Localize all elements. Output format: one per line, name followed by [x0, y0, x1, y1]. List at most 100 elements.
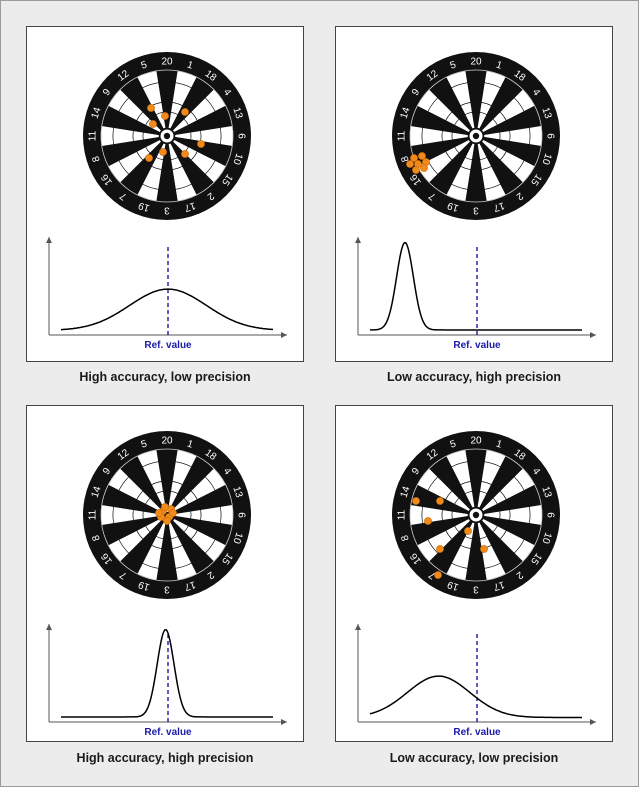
ref-value-label: Ref. value — [453, 727, 501, 738]
board-number: 8 — [90, 154, 102, 163]
dart-hit — [159, 148, 167, 156]
board-number: 1 — [186, 60, 195, 72]
board-segment-double — [156, 69, 178, 84]
board-number: 11 — [397, 509, 408, 520]
board-number: 5 — [140, 59, 149, 71]
board-number: 8 — [90, 533, 102, 542]
board-number: 20 — [161, 436, 173, 447]
board-number: 2 — [514, 190, 525, 202]
board-number: 2 — [205, 569, 216, 581]
y-axis-arrow — [46, 624, 52, 630]
x-axis-arrow — [590, 719, 596, 725]
board-wire-ring — [100, 69, 234, 203]
board-segment-double — [409, 504, 424, 526]
board-number: 19 — [446, 199, 460, 213]
distribution-plot — [46, 624, 287, 725]
board-number: 17 — [182, 199, 196, 213]
board-segment-double — [156, 567, 178, 582]
board-number: 20 — [470, 436, 482, 447]
board-number: 3 — [164, 584, 170, 595]
dart-hit — [169, 509, 177, 517]
board-number: 1 — [186, 439, 195, 451]
caption-low-accuracy-high-precision: Low accuracy, high precision — [386, 370, 562, 384]
dart-hit — [181, 108, 189, 116]
board-number: 13 — [539, 485, 553, 499]
dart-hits — [406, 152, 430, 174]
board-number: 13 — [230, 485, 244, 499]
board-wire-ring — [409, 69, 543, 203]
board-segment-inner-single — [464, 490, 476, 509]
dart-hit — [197, 140, 205, 148]
board-number: 20 — [470, 57, 482, 68]
board-number: 17 — [491, 578, 505, 592]
board-number: 20 — [161, 57, 173, 68]
board-segment-double — [156, 188, 178, 203]
board-number: 4 — [530, 87, 542, 98]
board-number: 3 — [164, 205, 170, 216]
board-number: 5 — [449, 438, 458, 450]
board-number: 19 — [137, 578, 151, 592]
distribution-curve — [61, 628, 273, 718]
dart-hit — [161, 112, 169, 120]
distribution-curve — [60, 288, 274, 331]
dart-hit — [480, 545, 488, 553]
board-segment-double — [100, 504, 115, 526]
board-number: 5 — [449, 59, 458, 71]
board-segment-double — [409, 125, 424, 147]
y-axis-arrow — [46, 237, 52, 243]
board-wire-ring — [100, 448, 234, 582]
dart-hit — [434, 571, 442, 579]
board-number: 13 — [539, 106, 553, 120]
board-wire-ring — [409, 448, 543, 582]
dart-hit — [436, 497, 444, 505]
board-number: 1 — [495, 60, 504, 72]
board-number: 7 — [427, 569, 438, 581]
board-number: 14 — [90, 485, 104, 499]
dart-hit — [147, 104, 155, 112]
x-axis-arrow — [590, 332, 596, 338]
dart-hit — [406, 160, 414, 168]
board-number: 7 — [427, 190, 438, 202]
board-segment-double — [465, 448, 487, 463]
board-number: 19 — [137, 199, 151, 213]
panel-low-accuracy-high-precision: 20 1 18 4 13 6 10 15 2 17 3 19 7 16 8 11 14 9 12 5 Ref. val… — [335, 26, 613, 362]
dart-hit — [149, 120, 157, 128]
distribution-curve — [369, 675, 582, 719]
distribution-plot — [355, 624, 596, 725]
board-number: 9 — [101, 87, 113, 98]
dart-hit — [410, 154, 418, 162]
board-number: 4 — [221, 87, 233, 98]
dart-hit — [161, 503, 169, 511]
board-number: 4 — [221, 466, 233, 477]
dart-hit — [163, 517, 171, 525]
board-number: 17 — [491, 199, 505, 213]
board-number: 7 — [118, 569, 129, 581]
board-number: 5 — [140, 438, 149, 450]
dart-hit — [181, 150, 189, 158]
board-segment-double — [465, 567, 487, 582]
x-axis-arrow — [281, 719, 287, 725]
board-number: 11 — [397, 130, 408, 141]
distribution-curve — [370, 241, 582, 331]
board-segment-double — [100, 125, 115, 147]
dart-hit — [420, 164, 428, 172]
board-segment-double — [528, 504, 543, 526]
caption-high-accuracy-high-precision: High accuracy, high precision — [76, 751, 254, 765]
board-number: 3 — [473, 584, 479, 595]
dart-hits — [155, 503, 177, 525]
dart-hit — [145, 154, 153, 162]
panel-low-accuracy-low-precision: 20 1 18 4 13 6 10 15 2 17 3 19 7 16 8 11 14 9 12 5 Ref. val… — [335, 405, 613, 742]
dart-hit — [464, 527, 472, 535]
board-number: 8 — [399, 154, 411, 163]
x-axis-arrow — [281, 332, 287, 338]
y-axis-arrow — [355, 624, 361, 630]
board-number: 8 — [399, 533, 411, 542]
caption-low-accuracy-low-precision: Low accuracy, low precision — [389, 751, 559, 765]
board-number: 3 — [473, 205, 479, 216]
board-number: 6 — [545, 512, 556, 518]
board-number: 4 — [530, 466, 542, 477]
ref-value-label: Ref. value — [453, 340, 501, 351]
board-number: 2 — [514, 569, 525, 581]
board-number: 14 — [90, 106, 104, 120]
board-number: 9 — [410, 466, 422, 477]
